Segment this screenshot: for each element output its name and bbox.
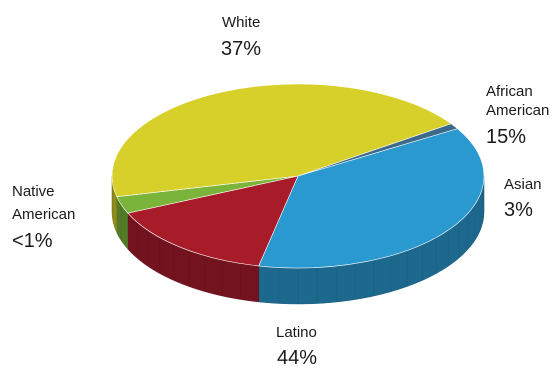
slice-label-white: White xyxy=(222,14,260,31)
pie-labels: White 37% African American 15% Asian 3% … xyxy=(12,14,549,369)
slice-label-latino: Latino xyxy=(276,324,317,341)
slice-label-african-american-1: African xyxy=(486,83,533,100)
slice-label-native-american-2: American xyxy=(12,206,75,223)
pie-sides xyxy=(111,175,485,305)
slice-label-asian: Asian xyxy=(504,176,542,193)
slice-label-african-american-2: American xyxy=(486,102,549,119)
slice-value-white: 37% xyxy=(221,38,261,60)
slice-native-american xyxy=(297,123,459,177)
slice-latino xyxy=(111,83,452,198)
slice-white xyxy=(258,128,485,269)
slice-label-native-american-1: Native xyxy=(12,183,55,200)
slice-value-african-american: 15% xyxy=(486,126,526,148)
slice-value-latino: 44% xyxy=(277,347,317,369)
slice-value-asian: 3% xyxy=(504,199,533,221)
slice-value-native-american: <1% xyxy=(12,230,53,252)
slice-african-american xyxy=(127,175,299,267)
pie-tops xyxy=(111,83,485,269)
